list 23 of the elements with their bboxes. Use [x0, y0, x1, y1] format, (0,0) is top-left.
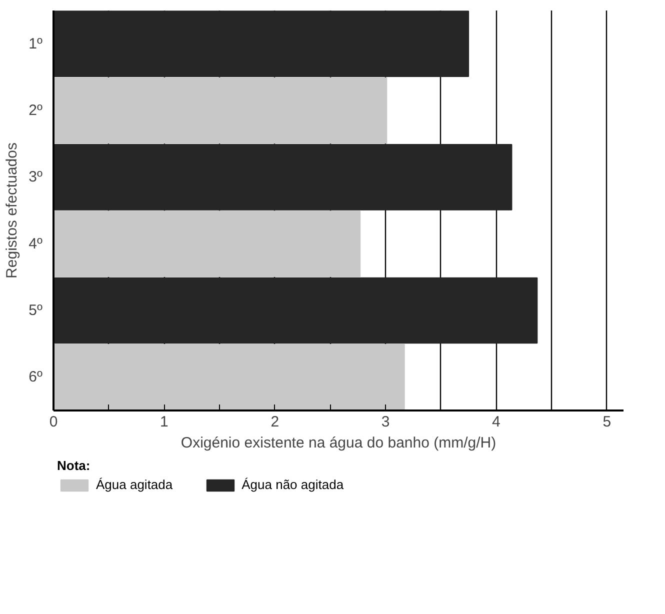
bar	[54, 77, 388, 144]
y-tick-label: 4º	[28, 235, 44, 252]
y-tick-label: 2º	[28, 102, 44, 119]
x-tick-label: 4	[492, 414, 500, 430]
x-tick-label: 3	[381, 414, 390, 430]
legend-title: Nota:	[57, 458, 92, 473]
y-axis-title: Registos efectuados	[4, 142, 21, 278]
x-tick-label: 0	[49, 414, 58, 430]
bar	[54, 344, 405, 410]
legend-label: Água agitada	[96, 477, 173, 492]
y-tick-label: 3º	[28, 168, 44, 186]
x-tick-label: 1	[160, 414, 168, 430]
legend-label: Água não agitada	[242, 477, 344, 492]
bar	[54, 10, 470, 77]
x-tick-label: 5	[602, 414, 612, 430]
bar	[54, 144, 512, 210]
bar	[54, 210, 361, 277]
bar	[54, 277, 538, 344]
x-axis-title: Oxigénio existente na água do banho (mm/g/H)	[180, 434, 496, 452]
y-tick-label: 6º	[28, 368, 44, 386]
y-tick-label: 1º	[28, 35, 44, 52]
y-tick-label: 5º	[28, 302, 44, 319]
x-tick-label: 2	[270, 414, 280, 430]
